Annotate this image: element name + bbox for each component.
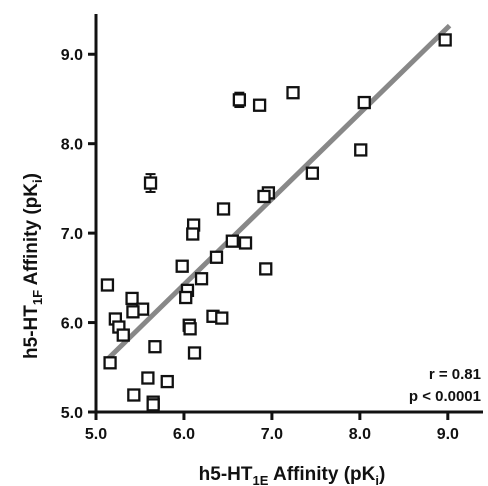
y-tick-label: 7.0 [61, 226, 83, 243]
data-point [354, 143, 368, 157]
data-point [126, 305, 140, 319]
p-value-annotation: p < 0.0001 [409, 388, 481, 405]
y-tick-label: 6.0 [61, 316, 83, 333]
x-tick-label: 6.0 [173, 426, 195, 443]
y-axis-label: h5-HT1F Affinity (pKi) [21, 173, 45, 359]
y-tick-label: 9.0 [61, 47, 83, 64]
data-point [225, 234, 239, 248]
data-point [305, 166, 320, 180]
data-point [286, 86, 300, 100]
x-axis-label: h5-HT1E Affinity (pKi) [199, 464, 386, 486]
x-tick-label: 9.0 [437, 426, 459, 443]
data-point [183, 322, 197, 336]
data-point [252, 98, 267, 112]
y-axis-ticks: 5.0 6.0 7.0 8.0 9.0 [61, 47, 96, 422]
data-point [141, 371, 155, 385]
data-point [148, 340, 162, 354]
data-point [187, 346, 202, 360]
data-point [209, 250, 224, 264]
data-point [100, 278, 115, 292]
data-point [238, 236, 253, 250]
x-tick-label: 8.0 [349, 426, 371, 443]
plot-area [100, 23, 452, 412]
data-point [143, 176, 158, 190]
data-point [232, 93, 247, 107]
data-point [179, 290, 193, 305]
x-tick-label: 5.0 [85, 426, 107, 443]
data-point [160, 374, 174, 389]
correlation-annotation: r = 0.81 [429, 366, 481, 383]
data-point [259, 262, 273, 276]
regression-line [104, 23, 452, 362]
data-point [103, 356, 117, 370]
data-point [194, 272, 209, 286]
data-point [116, 328, 130, 342]
data-point [127, 388, 141, 402]
data-point [216, 202, 231, 216]
x-tick-label: 7.0 [261, 426, 283, 443]
data-point [215, 311, 229, 325]
data-point [438, 33, 452, 47]
data-point [175, 259, 189, 273]
data-point [357, 95, 371, 110]
y-tick-label: 8.0 [61, 137, 83, 154]
data-point [186, 227, 200, 241]
x-axis-ticks: 5.0 6.0 7.0 8.0 9.0 [85, 412, 459, 443]
data-point [146, 398, 160, 412]
data-point [257, 189, 271, 204]
y-tick-label: 5.0 [61, 405, 83, 422]
data-point [125, 291, 139, 306]
